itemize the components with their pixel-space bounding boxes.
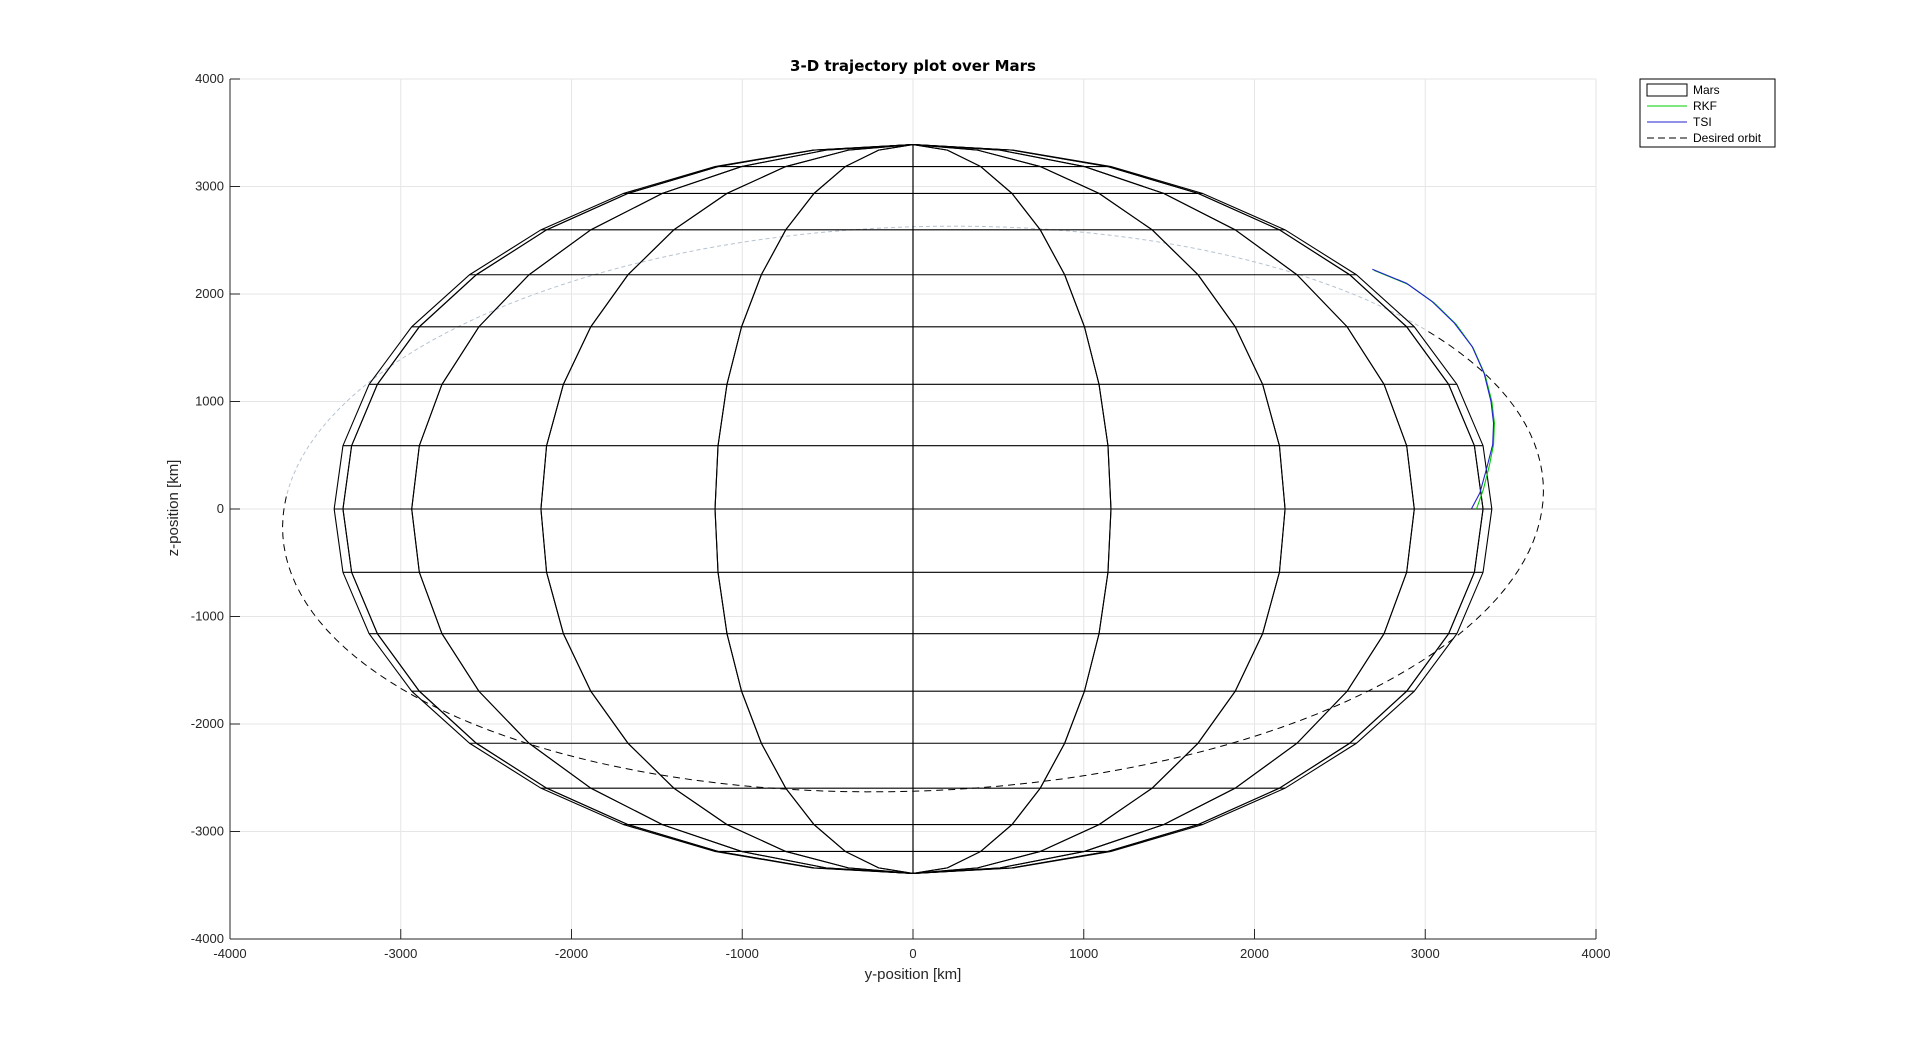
y-tick-label: 2000 [195,286,224,301]
ground-track [285,225,1425,497]
x-axis-ticks: -4000 -3000 -2000 -1000 0 1000 2000 3000 4000 [213,929,1610,961]
y-tick-label: 4000 [195,71,224,86]
desired-orbit-path [282,328,1544,793]
legend-swatch-mars [1646,83,1688,97]
trajectory-tsi [1372,268,1495,510]
y-tick-label: 3000 [195,179,224,194]
mars-sphere [333,144,1493,874]
x-tick-label: 2000 [1240,946,1269,961]
trajectories [1372,268,1495,510]
y-axis-ticks: -4000 -3000 -2000 -1000 0 1000 2000 3000 4000 [191,71,240,946]
x-tick-label: 0 [909,946,916,961]
x-axis-label: y-position [km] [865,966,962,983]
x-tick-label: -4000 [213,946,246,961]
y-tick-label: -2000 [191,716,224,731]
ground-track-path [285,225,1425,497]
legend-label: Desired orbit [1693,131,1762,145]
y-axis-label: z-position [km] [165,460,182,557]
y-tick-label: 0 [217,501,224,516]
x-tick-label: -1000 [726,946,759,961]
legend: Mars RKF TSI Desired orbit [1639,78,1776,148]
legend-label: RKF [1693,99,1717,113]
y-tick-label: -3000 [191,824,224,839]
chart-title: 3-D trajectory plot over Mars [790,57,1036,75]
x-tick-label: 1000 [1069,946,1098,961]
legend-label: TSI [1693,115,1712,129]
x-tick-label: -3000 [384,946,417,961]
x-tick-label: 3000 [1411,946,1440,961]
x-tick-label: 4000 [1582,946,1611,961]
x-tick-label: -2000 [555,946,588,961]
y-tick-label: -4000 [191,931,224,946]
y-tick-label: 1000 [195,394,224,409]
y-tick-label: -1000 [191,609,224,624]
desired-orbit-line [282,328,1544,793]
legend-label: Mars [1693,83,1720,97]
mars-outline [333,144,1493,874]
